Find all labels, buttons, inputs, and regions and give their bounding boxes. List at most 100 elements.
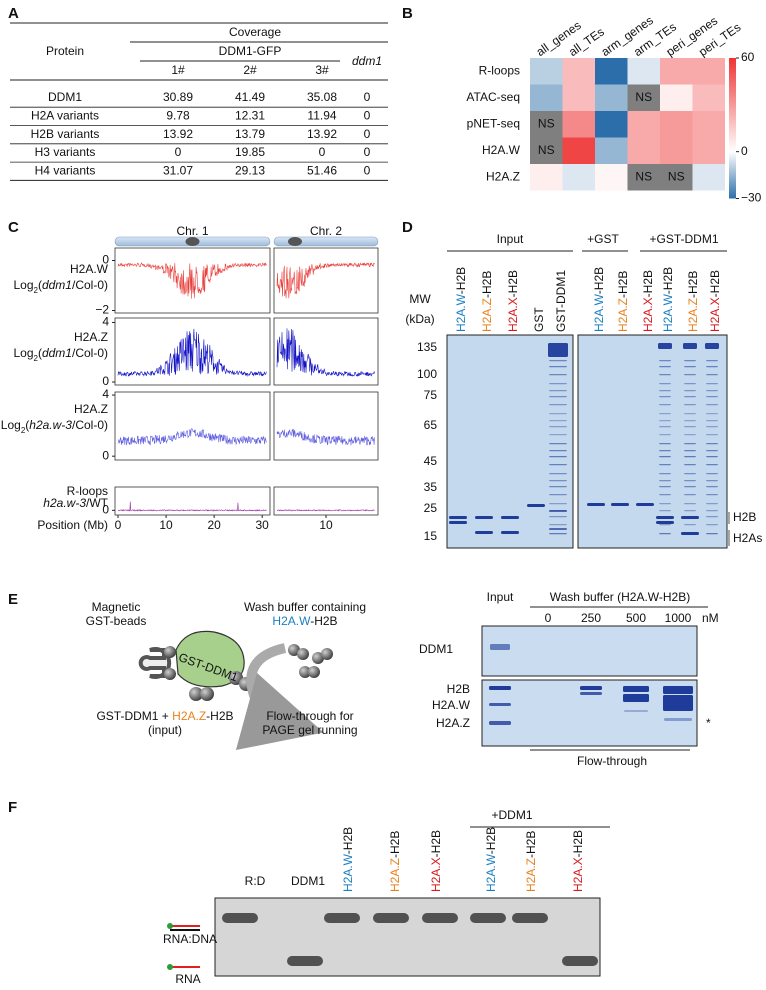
colorbar-label: 0 — [741, 144, 748, 158]
label-part: H2A.Z — [388, 858, 402, 892]
colorbar — [729, 58, 736, 199]
panel-label: B — [402, 5, 413, 22]
label-part: H2A.X — [708, 297, 722, 332]
heatmap-cell — [530, 84, 563, 111]
gel-band — [659, 533, 671, 535]
gel-band — [475, 531, 493, 534]
gel-band — [549, 450, 567, 452]
table-cell: 0 — [364, 163, 371, 177]
label-part: 2 — [34, 354, 39, 363]
mw-label: 35 — [424, 480, 438, 494]
label-part: H2A.W — [454, 293, 468, 332]
gel-band — [706, 450, 718, 452]
gel-band — [706, 383, 718, 385]
mw-label: 100 — [417, 367, 437, 381]
gel-band — [706, 480, 718, 482]
gel-band — [549, 473, 567, 475]
colorbar-label: −30 — [741, 191, 762, 205]
track-frame — [114, 486, 271, 516]
track-unit: Log2(h2a.w-3/Col-0) — [1, 418, 108, 434]
label-part: GST-DDM1 — [554, 270, 568, 332]
gel-lane-label: Input — [487, 590, 514, 604]
diagram-text: Magnetic — [92, 600, 141, 614]
na-cell — [530, 111, 563, 138]
y-tick-label: 0 — [102, 448, 109, 462]
diagram-text: Flow-through for — [266, 709, 353, 723]
gel-band — [706, 524, 718, 526]
gel-band — [549, 516, 567, 518]
gel-band — [287, 956, 323, 966]
gel-band — [659, 420, 671, 422]
gel-band — [611, 503, 629, 506]
table-cell: 30.89 — [163, 90, 193, 104]
gel-band — [684, 396, 696, 398]
gel-band — [501, 516, 519, 519]
gel-band — [562, 956, 598, 966]
band-marker: * — [706, 716, 711, 730]
gel-band — [527, 504, 545, 507]
table-cell: 11.94 — [307, 108, 336, 122]
table-cell: H3 variants — [35, 145, 96, 159]
centromere — [185, 237, 200, 246]
label-part: H2A.W — [484, 853, 498, 892]
gel-band — [659, 486, 671, 488]
lane-label: GST — [532, 307, 546, 332]
concentration-label: 1000 — [665, 611, 692, 625]
gel-band — [684, 366, 696, 368]
signal-trace — [276, 328, 375, 377]
gel-band — [623, 686, 649, 692]
gel-band — [663, 686, 693, 694]
table-header: Coverage — [229, 25, 281, 39]
gel-band — [549, 396, 567, 398]
track-frame — [273, 317, 379, 386]
chromosome-name: Chr. 2 — [310, 224, 342, 238]
gel-band — [549, 426, 567, 428]
gel-band — [659, 510, 671, 512]
heatmap-cell — [562, 164, 595, 191]
gel-band — [549, 486, 567, 488]
table-cell: DDM1 — [48, 90, 82, 104]
heatmap-cell — [595, 164, 628, 191]
gel-band — [681, 532, 699, 535]
na-cell — [627, 84, 660, 111]
gel-band — [659, 443, 671, 445]
table-cell: 19.85 — [235, 145, 265, 159]
gel-band — [659, 374, 671, 376]
heatmap-cell — [530, 58, 563, 85]
gel-band — [706, 486, 718, 488]
row-label: pNET-seq — [467, 116, 520, 130]
label-part: /Col-0) — [72, 346, 108, 360]
heatmap-cell — [692, 58, 725, 85]
mw-label: 135 — [417, 340, 437, 354]
gel-band — [658, 343, 672, 349]
concentration-unit: nM — [702, 611, 719, 625]
gel-lane-label: Flow-through — [577, 754, 647, 768]
diagram-text: (input) — [148, 723, 182, 737]
track-frame — [273, 391, 379, 461]
band-label: H2As — [733, 531, 762, 545]
gel-band — [659, 396, 671, 398]
gel-band — [489, 721, 511, 725]
na-cell — [627, 164, 660, 191]
label-part: -H2B — [454, 267, 468, 294]
heatmap-cell — [692, 111, 725, 138]
gel-band — [580, 686, 602, 690]
gel-band — [706, 396, 718, 398]
lane-label: H2A.Z-H2B — [686, 271, 700, 332]
lane-label: H2A.Z-H2B — [388, 831, 402, 892]
gel-band — [706, 434, 718, 436]
heatmap-cell — [595, 111, 628, 138]
gel-band — [684, 494, 696, 496]
gel-band — [549, 528, 567, 530]
band-label: H2A.W — [432, 698, 471, 712]
row-label: H2A.Z — [486, 169, 520, 183]
heatmap-cell — [562, 137, 595, 164]
x-tick-label: 20 — [207, 518, 221, 532]
species-label: RNA:DNA — [163, 932, 217, 946]
gel-band — [548, 343, 568, 357]
gel-band — [706, 413, 718, 415]
species-label: RNA — [175, 972, 200, 986]
diagram-text: PAGE gel running — [262, 723, 357, 737]
gel-band — [470, 913, 506, 923]
gel-band — [706, 390, 718, 392]
